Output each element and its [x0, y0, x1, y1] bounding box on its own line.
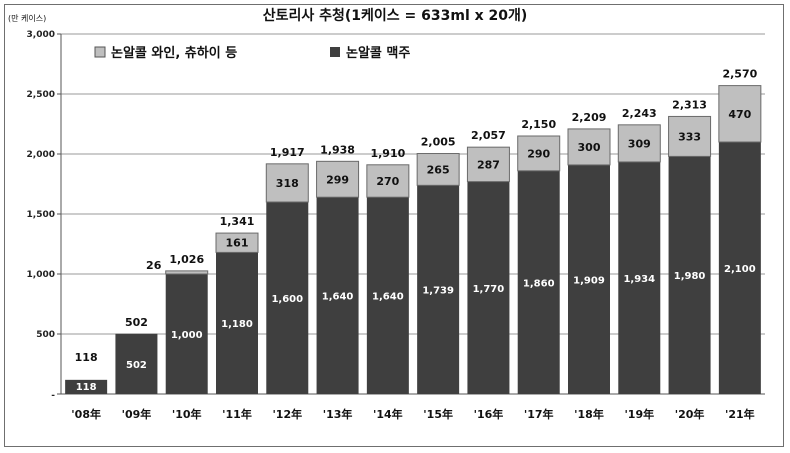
- wine-chuhai-data-label: 309: [628, 137, 651, 150]
- wine-chuhai-data-label: 300: [578, 141, 601, 154]
- beer-data-label: 1,770: [473, 284, 505, 295]
- total-data-label: 1,917: [270, 146, 305, 159]
- y-tick-label: 1,000: [27, 270, 55, 280]
- bar-nonalcohol-beer: [668, 156, 711, 394]
- total-data-label: 2,057: [471, 129, 506, 142]
- legend-swatch-nonbeer: [94, 46, 106, 58]
- bar-nonalcohol-wine-chuhai: [416, 153, 460, 186]
- x-tick-label: '12年: [272, 407, 302, 421]
- y-tick-label: 500: [36, 330, 55, 340]
- bar-nonalcohol-wine-chuhai: [668, 115, 712, 157]
- total-data-label: 502: [125, 316, 148, 329]
- wine-chuhai-data-label: 318: [276, 177, 299, 190]
- bar-nonalcohol-wine-chuhai: [517, 135, 561, 172]
- total-data-label: 2,209: [572, 111, 607, 124]
- wine-chuhai-data-label: 299: [326, 173, 349, 186]
- total-data-label: 1,026: [169, 253, 204, 266]
- bar-nonalcohol-beer: [467, 181, 510, 394]
- chart-title: 산토리사 추청(1케이스 = 633ml x 20개): [263, 7, 528, 24]
- x-tick-label: '17年: [524, 407, 554, 421]
- total-data-label: 118: [75, 351, 98, 364]
- bar-nonalcohol-beer: [618, 161, 661, 394]
- x-tick-label: '11年: [222, 407, 252, 421]
- bar-nonalcohol-wine-chuhai: [617, 124, 661, 163]
- bar-nonalcohol-beer: [316, 197, 359, 394]
- legend-label-beer: 논알콜 맥주: [346, 45, 410, 61]
- beer-data-label: 2,100: [724, 264, 756, 275]
- bar-nonalcohol-beer: [115, 333, 158, 394]
- x-tick-label: '19年: [624, 407, 654, 421]
- wine-chuhai-data-label: 161: [226, 237, 249, 250]
- bar-nonalcohol-beer: [718, 142, 761, 394]
- beer-data-label: 1,600: [271, 294, 303, 305]
- x-tick-label: '10年: [172, 407, 202, 421]
- x-tick-label: '15年: [423, 407, 453, 421]
- bar-nonalcohol-beer: [366, 197, 409, 394]
- bar-nonalcohol-beer: [216, 252, 258, 394]
- x-tick-label: '18年: [574, 407, 604, 421]
- x-tick-label: '09年: [122, 407, 152, 421]
- beer-data-label: 1,640: [372, 292, 404, 303]
- legend-swatch-beer: [330, 47, 340, 57]
- wine-chuhai-data-label: 26: [146, 259, 162, 272]
- bar-nonalcohol-beer: [266, 202, 309, 394]
- y-tick-label: 1,500: [27, 210, 55, 220]
- bar-nonalcohol-beer: [517, 170, 560, 394]
- beer-data-label: 1,980: [674, 271, 706, 282]
- total-data-label: 1,938: [320, 143, 355, 156]
- x-tick-label: '20年: [675, 407, 705, 421]
- beer-data-label: 1,909: [573, 275, 605, 286]
- bars: 118 118 502 502 1,000 26 1,026 1,180 161 1,341 1,6…: [65, 68, 762, 394]
- bar-nonalcohol-wine-chuhai: [265, 163, 309, 203]
- beer-data-label: 1,000: [171, 330, 203, 341]
- total-data-label: 1,910: [370, 147, 405, 160]
- wine-chuhai-data-label: 290: [527, 147, 550, 160]
- x-axis-ticks: '08年 '09年 '10年 '11年 '12年 '13年 '14年 '15年 '16年 '17年…: [71, 407, 754, 421]
- beer-data-label: 118: [76, 382, 97, 393]
- bar-nonalcohol-wine-chuhai: [316, 160, 360, 198]
- total-data-label: 2,570: [722, 68, 757, 81]
- y-axis-unit-note: (만 케이스): [8, 13, 46, 23]
- bar-nonalcohol-beer: [568, 164, 610, 394]
- y-axis-ticks: 3,000 2,500 2,000 1,500 1,000 500 -: [27, 30, 61, 401]
- beer-data-label: 502: [126, 360, 147, 371]
- bar-nonalcohol-wine-chuhai: [567, 128, 611, 166]
- bar-nonalcohol-wine-chuhai: [165, 270, 209, 275]
- x-tick-label: '13年: [323, 407, 353, 421]
- beer-data-label: 1,934: [623, 274, 655, 285]
- bar-nonalcohol-beer: [165, 274, 208, 394]
- bar-nonalcohol-wine-chuhai: [366, 164, 410, 198]
- wine-chuhai-data-label: 270: [376, 175, 399, 188]
- wine-chuhai-data-label: 470: [728, 108, 751, 121]
- y-tick-label: 3,000: [27, 30, 55, 40]
- total-data-label: 2,313: [672, 98, 707, 111]
- wine-chuhai-data-label: 265: [427, 163, 450, 176]
- beer-data-label: 1,739: [422, 286, 454, 297]
- beer-data-label: 1,180: [221, 319, 253, 330]
- wine-chuhai-data-label: 333: [678, 130, 701, 143]
- bar-nonalcohol-wine-chuhai: [466, 146, 510, 183]
- beer-data-label: 1,640: [322, 292, 354, 303]
- x-tick-label: '14年: [373, 407, 403, 421]
- total-data-label: 2,150: [521, 118, 556, 131]
- legend-label-nonbeer: 논알콜 와인, 츄하이 등: [111, 45, 237, 61]
- y-tick-label: 2,500: [27, 90, 55, 100]
- total-data-label: 1,341: [220, 215, 255, 228]
- x-tick-label: '21年: [725, 407, 755, 421]
- bar-nonalcohol-beer: [65, 379, 108, 394]
- x-tick-label: '08年: [71, 407, 101, 421]
- bar-nonalcohol-wine-chuhai: [215, 232, 259, 253]
- x-tick-label: '16年: [474, 407, 504, 421]
- legend: 논알콜 와인, 츄하이 등 논알콜 맥주: [94, 45, 410, 61]
- total-data-label: 2,005: [421, 136, 456, 149]
- y-tick-label: 2,000: [27, 150, 55, 160]
- bar-nonalcohol-beer: [417, 185, 460, 394]
- wine-chuhai-data-label: 287: [477, 158, 500, 171]
- bar-nonalcohol-wine-chuhai: [718, 85, 762, 143]
- beer-data-label: 1,860: [523, 278, 555, 289]
- y-tick-label: -: [51, 391, 55, 401]
- total-data-label: 2,243: [622, 107, 657, 120]
